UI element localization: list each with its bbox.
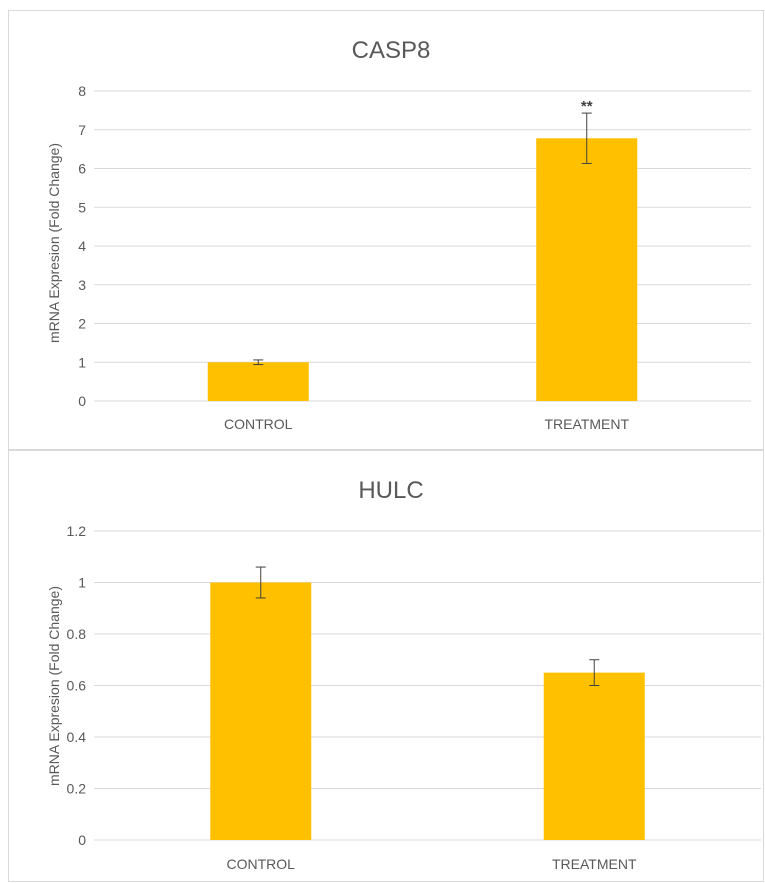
- hulc-chart-panel: HULC mRNA Expresion (Fold Change) 0 0.2 0.…: [8, 450, 764, 882]
- x-category-label: CONTROL: [227, 856, 296, 872]
- y-tick-label: 7: [78, 122, 86, 138]
- y-tick-label: 1: [78, 575, 86, 591]
- y-tick-label: 0: [78, 393, 86, 409]
- y-tick-label: 0.6: [67, 678, 87, 694]
- casp8-chart: CASP8 mRNA Expresion (Fold Change) 0 1 2 3 4…: [9, 11, 765, 451]
- y-tick-label: 2: [78, 316, 86, 332]
- y-tick-label: 0.4: [67, 729, 87, 745]
- casp8-chart-panel: CASP8 mRNA Expresion (Fold Change) 0 1 2 3 4…: [8, 10, 764, 450]
- y-axis-title: mRNA Expresion (Fold Change): [46, 143, 62, 343]
- bar-treatment: [536, 138, 637, 401]
- y-tick-label: 3: [78, 277, 86, 293]
- y-tick-label: 8: [78, 83, 86, 99]
- bar-control: [208, 362, 309, 401]
- y-tick-label: 6: [78, 161, 86, 177]
- chart-title: HULC: [358, 477, 423, 504]
- y-tick-label: 5: [78, 199, 86, 215]
- x-category-label: TREATMENT: [552, 856, 637, 872]
- y-tick-label: 1: [78, 354, 86, 370]
- y-tick-label: 0: [78, 832, 86, 848]
- y-tick-label: 1.2: [67, 523, 87, 539]
- bar-control: [210, 583, 311, 841]
- y-axis-title: mRNA Expresion (Fold Change): [46, 586, 62, 786]
- x-category-label: TREATMENT: [544, 416, 629, 432]
- significance-annotation: **: [581, 98, 593, 115]
- chart-title: CASP8: [352, 37, 431, 64]
- y-tick-label: 0.2: [67, 781, 87, 797]
- bar-treatment: [544, 673, 645, 840]
- y-tick-label: 0.8: [67, 626, 87, 642]
- hulc-chart: HULC mRNA Expresion (Fold Change) 0 0.2 0.…: [9, 451, 765, 883]
- y-tick-label: 4: [78, 238, 86, 254]
- x-category-label: CONTROL: [224, 416, 293, 432]
